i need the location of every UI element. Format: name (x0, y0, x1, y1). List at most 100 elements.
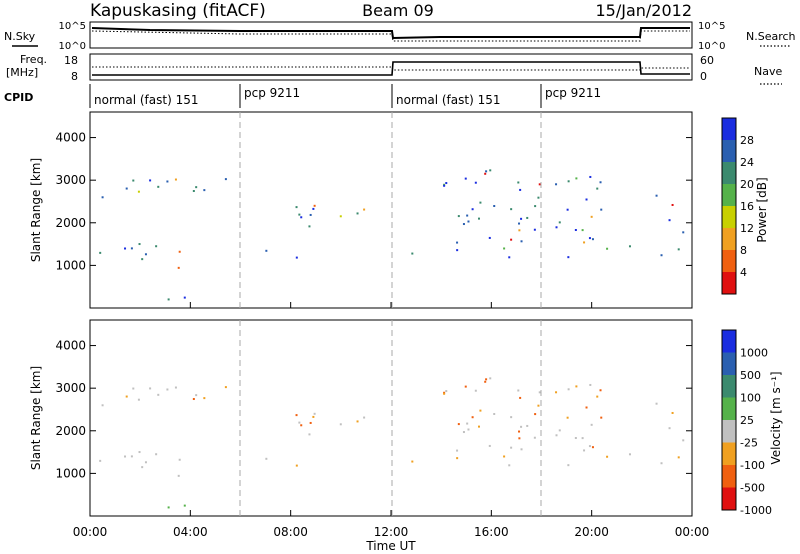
colorbar-tick: 16 (740, 200, 754, 213)
colorbar-frame (721, 117, 737, 295)
power-point (298, 213, 301, 216)
nave-tick-top: 60 (700, 54, 714, 67)
velocity-point (533, 436, 536, 439)
velocity-point (575, 385, 578, 388)
velocity-point (411, 460, 414, 463)
velocity-point (520, 425, 523, 428)
velocity-point (503, 455, 506, 458)
velocity-point (295, 464, 298, 467)
power-point (574, 229, 577, 232)
velocity-point (174, 386, 177, 389)
cpid-mode-3: normal (fast) 151 (396, 93, 500, 107)
velocity-point (137, 398, 140, 401)
colorbar-tick: 24 (740, 156, 754, 169)
colorbar-segment (722, 206, 736, 228)
power-point (300, 216, 303, 219)
power-point (141, 258, 144, 261)
power-point (308, 225, 311, 228)
power-point (655, 194, 658, 197)
cpid-mode-1: normal (fast) 151 (94, 93, 198, 107)
power-point (566, 208, 569, 211)
power-point (203, 189, 206, 192)
velocity-point (144, 461, 147, 464)
colorbar-segment (722, 118, 736, 140)
power-point (588, 237, 591, 240)
colorbar-segment (722, 352, 736, 375)
radar-title: Kapuskasing (fitACF) (90, 1, 266, 21)
xtick-label: 00:00 (73, 525, 108, 539)
velocity-point (517, 389, 520, 392)
sky-tick-bottom: 10^0 (59, 41, 86, 52)
power-point (581, 229, 584, 232)
power-point (520, 217, 523, 220)
velocity-colorbar-label: Velocity [m s⁻¹] (769, 371, 783, 464)
power-point (339, 215, 342, 218)
velocity-point (526, 424, 529, 427)
power-point (534, 205, 537, 208)
sky-tick-top-right: 10^5 (698, 21, 725, 32)
xtick-label: 04:00 (173, 525, 208, 539)
power-point (363, 208, 366, 211)
power-point (466, 214, 469, 217)
power-point (125, 187, 128, 190)
velocity-point (149, 387, 152, 390)
power-point (101, 196, 104, 199)
colorbar-segment (722, 375, 736, 398)
velocity-point (224, 386, 227, 389)
nsky-label: N.Sky (4, 30, 36, 43)
xtick-label: 00:00 (675, 525, 710, 539)
power-point (489, 169, 492, 172)
velocity-point (456, 457, 459, 460)
power-point (671, 203, 674, 206)
velocity-point (518, 437, 521, 440)
colorbar-segment (722, 162, 736, 184)
velocity-point (178, 458, 181, 461)
power-point (479, 201, 482, 204)
velocity-point (566, 416, 569, 419)
power-point (456, 241, 459, 244)
power-point (488, 236, 491, 239)
velocity-point (339, 423, 342, 426)
power-point (474, 181, 477, 184)
power-point (503, 247, 506, 250)
power-point (558, 221, 561, 224)
colorbar-frame (721, 329, 737, 511)
power-point (518, 222, 521, 225)
velocity-point (456, 449, 459, 452)
power-point (583, 241, 586, 244)
velocity-point (471, 416, 474, 419)
power-point (132, 179, 135, 182)
velocity-point (443, 392, 446, 395)
power-point (157, 185, 160, 188)
freq-tick-top: 18 (64, 54, 78, 67)
power-point (312, 207, 315, 210)
nave-trace (92, 66, 690, 71)
freq-panel (89, 53, 693, 81)
colorbar-segment (722, 442, 736, 465)
velocity-point (132, 387, 135, 390)
power-point (356, 212, 359, 215)
colorbar-tick: 4 (740, 266, 747, 279)
velocity-point (520, 448, 523, 451)
velocity-point (682, 439, 685, 442)
power-point (313, 204, 316, 207)
power-point (462, 223, 465, 226)
power-point (567, 180, 570, 183)
power-point (677, 248, 680, 251)
power-point (174, 178, 177, 181)
colorbar-tick: 20 (740, 178, 754, 191)
power-point (682, 231, 685, 234)
power-point (510, 208, 513, 211)
velocity-point (537, 404, 540, 407)
power-point (99, 251, 102, 254)
power-point (471, 208, 474, 211)
freq-label-2: [MHz] (6, 66, 38, 79)
velocity-point (493, 413, 496, 416)
power-point (177, 266, 180, 269)
nsky-trace (91, 27, 690, 40)
power-point (166, 180, 169, 183)
xtick-label: 08:00 (273, 525, 308, 539)
colorbar-tick: 8 (740, 244, 747, 257)
velocity-point (183, 504, 186, 507)
power-point (309, 213, 312, 216)
